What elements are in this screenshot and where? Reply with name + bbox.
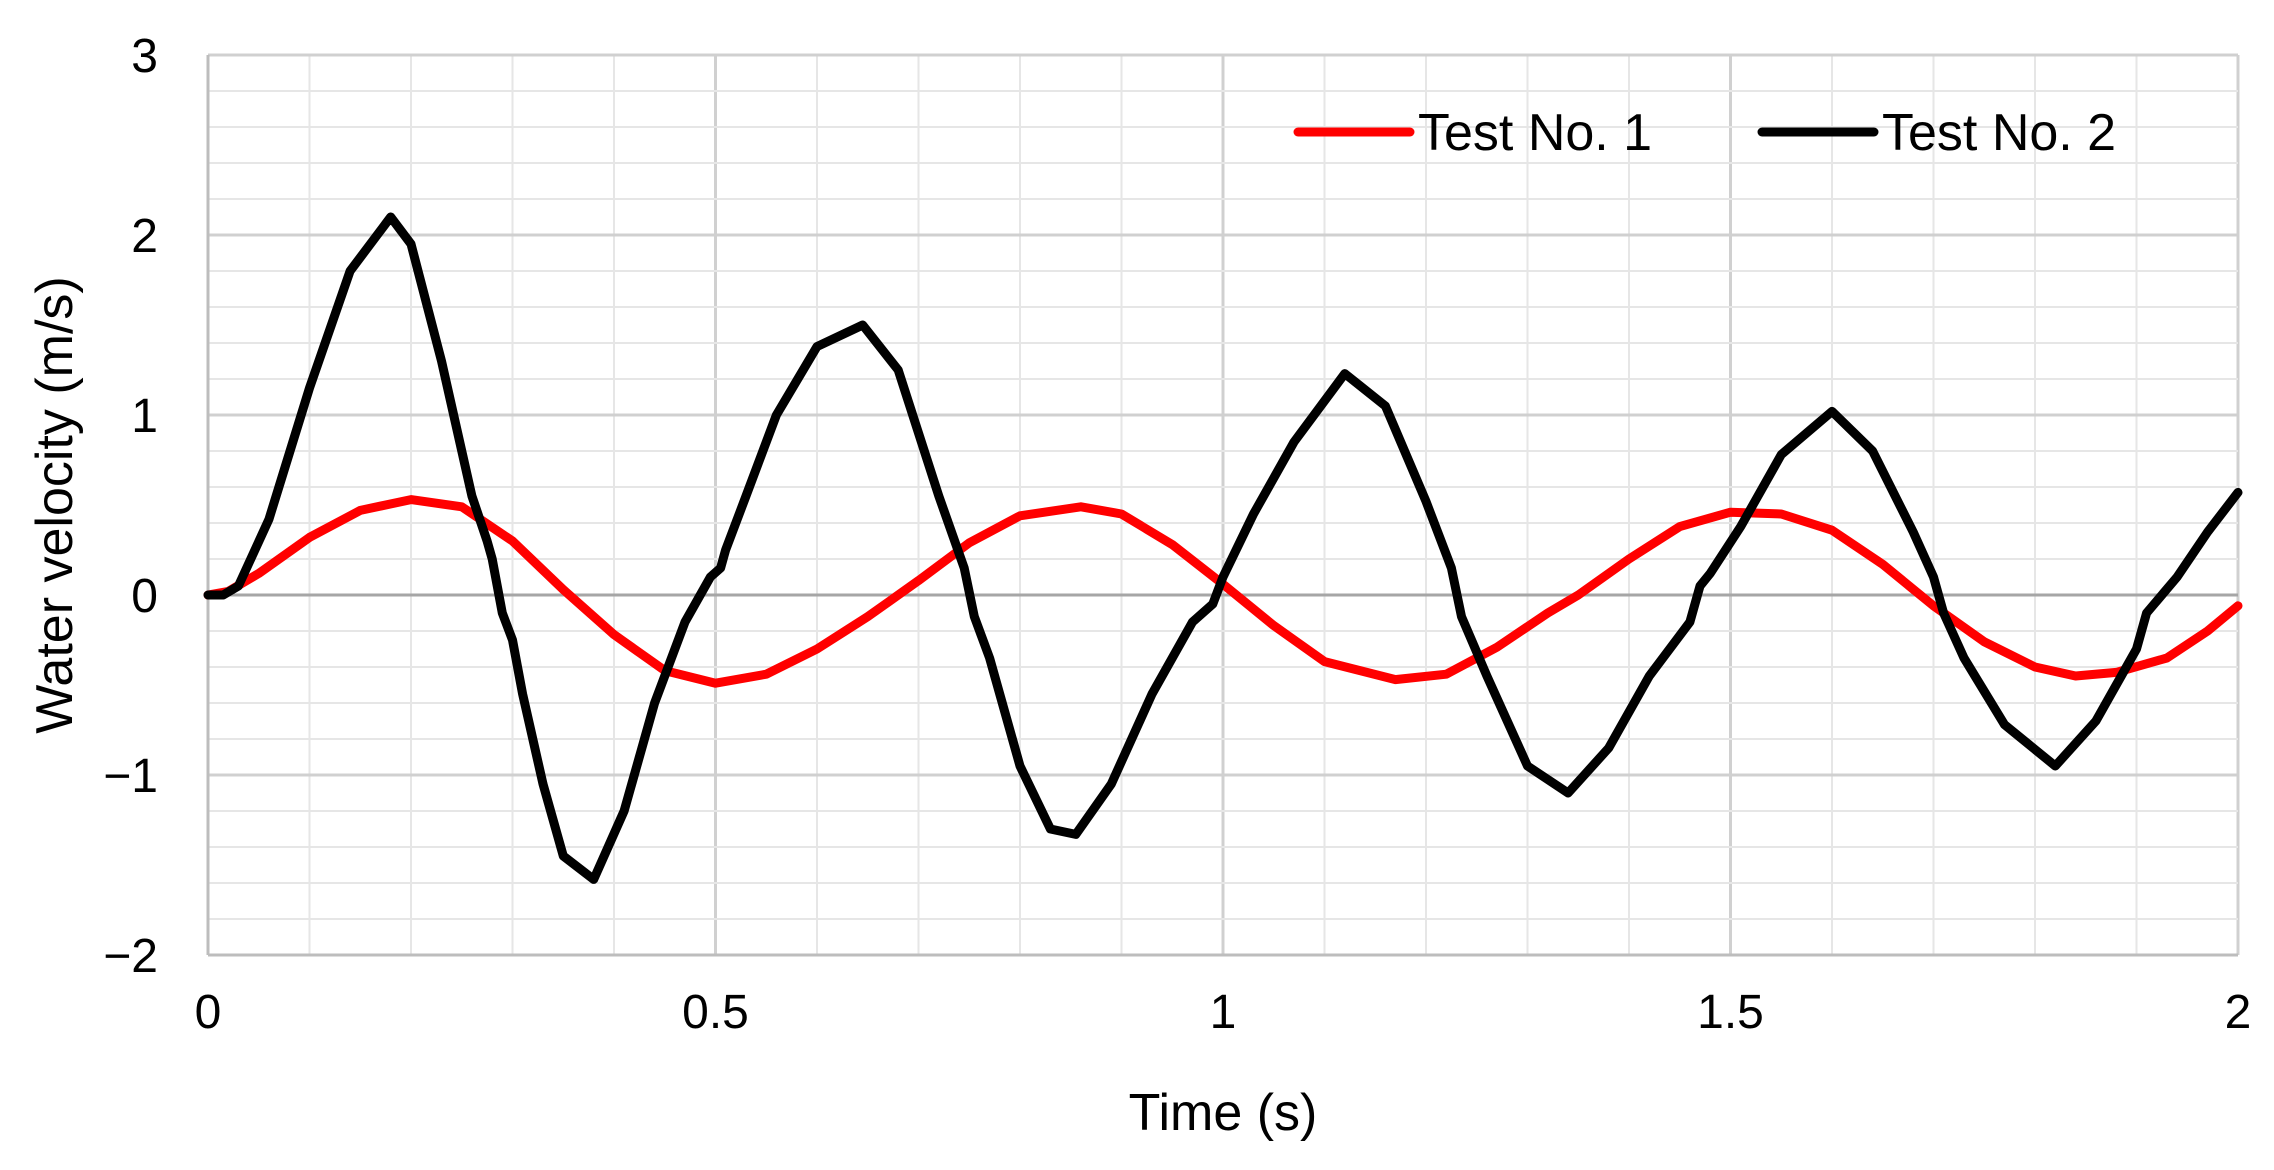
x-tick-label: 1 [1210,986,1237,1039]
y-tick-label: −1 [103,750,158,803]
x-tick-label: 1.5 [1697,986,1764,1039]
y-tick-label: 0 [131,570,158,623]
y-tick-label: 1 [131,390,158,443]
x-tick-label: 0.5 [682,986,749,1039]
legend: Test No. 1 Test No. 2 [1293,104,2116,162]
legend-label-1: Test No. 1 [1418,104,1652,162]
x-tick-label: 2 [2225,986,2252,1039]
series-line-2 [203,212,2243,884]
axes [206,55,2238,957]
y-tick-label: 2 [131,210,158,263]
y-tick-label: 3 [131,30,158,83]
tick-labels: 0 0.5 1 1.5 2 3 2 1 0 −1 −2 [103,30,2251,1039]
y-tick-label: −2 [103,930,158,983]
y-axis-title: Water velocity (m/s) [26,276,84,733]
grid [206,53,2240,957]
x-tick-label: 0 [195,986,222,1039]
series-layer [203,212,2243,884]
legend-label-2: Test No. 2 [1882,104,2116,162]
x-axis-title: Time (s) [1129,1084,1318,1142]
